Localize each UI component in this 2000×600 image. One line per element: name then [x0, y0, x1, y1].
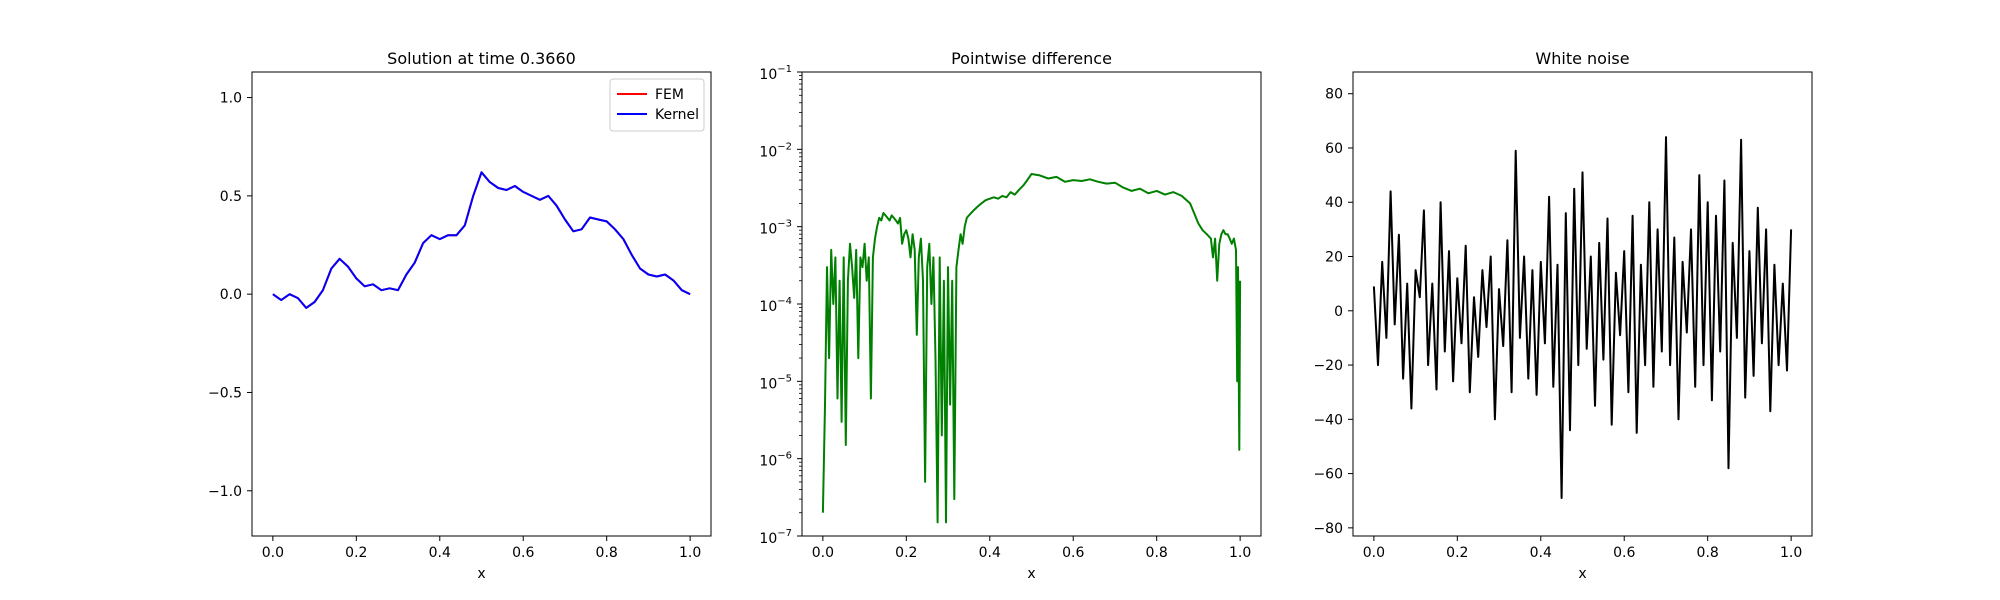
series-line-main — [821, 173, 1242, 524]
x-tick-label: 1.0 — [679, 545, 701, 561]
chart-title: Pointwise difference — [951, 49, 1112, 68]
chart-panel-1: Solution at time 0.3660 0.0 0.2 0.4 0.6 0.8 1.… — [208, 49, 712, 582]
y-tick-label: 10−5 — [759, 373, 792, 392]
y-tick-label: −40 — [1313, 412, 1343, 428]
x-tick-label: 0.6 — [1062, 545, 1084, 561]
series-line-fem — [272, 171, 691, 309]
y-tick-label: −20 — [1313, 358, 1343, 374]
y-tick-label: 10−4 — [759, 296, 792, 315]
y-tick-label: 0.5 — [220, 189, 242, 205]
x-tick-label: 0.8 — [596, 545, 618, 561]
chart-title: White noise — [1535, 49, 1629, 68]
axes-frame — [801, 71, 1262, 537]
x-tick-label: 0.8 — [1697, 545, 1719, 561]
y-tick-label: −1.0 — [208, 484, 242, 500]
x-tick-label: 0.4 — [979, 545, 1001, 561]
x-tick-label: 0.4 — [1530, 545, 1552, 561]
y-tick-label: 20 — [1325, 250, 1343, 266]
chart-panel-3: White noise 0.0 0.2 0.4 0.6 0.8 1.0 x −80 −60 −40 −… — [1313, 49, 1813, 582]
y-tick-label: 10−6 — [759, 451, 792, 470]
y-tick-label: 10−2 — [759, 141, 792, 160]
chart-title: Solution at time 0.3660 — [387, 49, 576, 68]
y-tick-label: −0.5 — [208, 385, 242, 401]
y-tick-label: 80 — [1325, 87, 1343, 103]
x-tick-label: 0.0 — [1363, 545, 1385, 561]
series-line-main — [1372, 136, 1793, 499]
y-tick-label: 0.0 — [220, 287, 242, 303]
x-tick-label: 1.0 — [1229, 545, 1251, 561]
y-tick-label: 10−3 — [759, 219, 792, 238]
x-tick-label: 0.8 — [1146, 545, 1168, 561]
x-tick-label: 0.2 — [1446, 545, 1468, 561]
legend: FEM Kernel — [609, 78, 705, 132]
x-axis-label: x — [1027, 566, 1035, 582]
y-tick-label: 10−7 — [759, 528, 792, 547]
legend-label-fem: FEM — [655, 87, 684, 103]
axes-frame — [1352, 71, 1813, 537]
y-tick-label: 60 — [1325, 141, 1343, 157]
x-tick-label: 0.2 — [895, 545, 917, 561]
x-tick-label: 0.0 — [262, 545, 284, 561]
x-tick-label: 0.0 — [812, 545, 834, 561]
x-tick-label: 0.6 — [1613, 545, 1635, 561]
x-tick-label: 0.6 — [512, 545, 534, 561]
y-tick-label: −60 — [1313, 467, 1343, 483]
x-axis-label: x — [477, 566, 485, 582]
y-tick-label: 40 — [1325, 195, 1343, 211]
x-tick-label: 0.2 — [345, 545, 367, 561]
legend-label-kernel: Kernel — [655, 107, 699, 123]
chart-panel-2: Pointwise difference 0.0 0.2 0.4 0.6 0.8 1.0 x 1… — [759, 49, 1262, 582]
y-tick-label: 10−1 — [759, 64, 792, 83]
x-tick-label: 0.4 — [429, 545, 451, 561]
y-tick-label: 0 — [1334, 304, 1343, 320]
x-tick-label: 1.0 — [1780, 545, 1802, 561]
series-line-kernel — [272, 171, 691, 309]
legend-box — [609, 78, 705, 132]
axes-frame — [251, 71, 712, 537]
x-axis-label: x — [1578, 566, 1586, 582]
y-tick-label: −80 — [1313, 521, 1343, 537]
y-tick-label: 1.0 — [220, 91, 242, 107]
